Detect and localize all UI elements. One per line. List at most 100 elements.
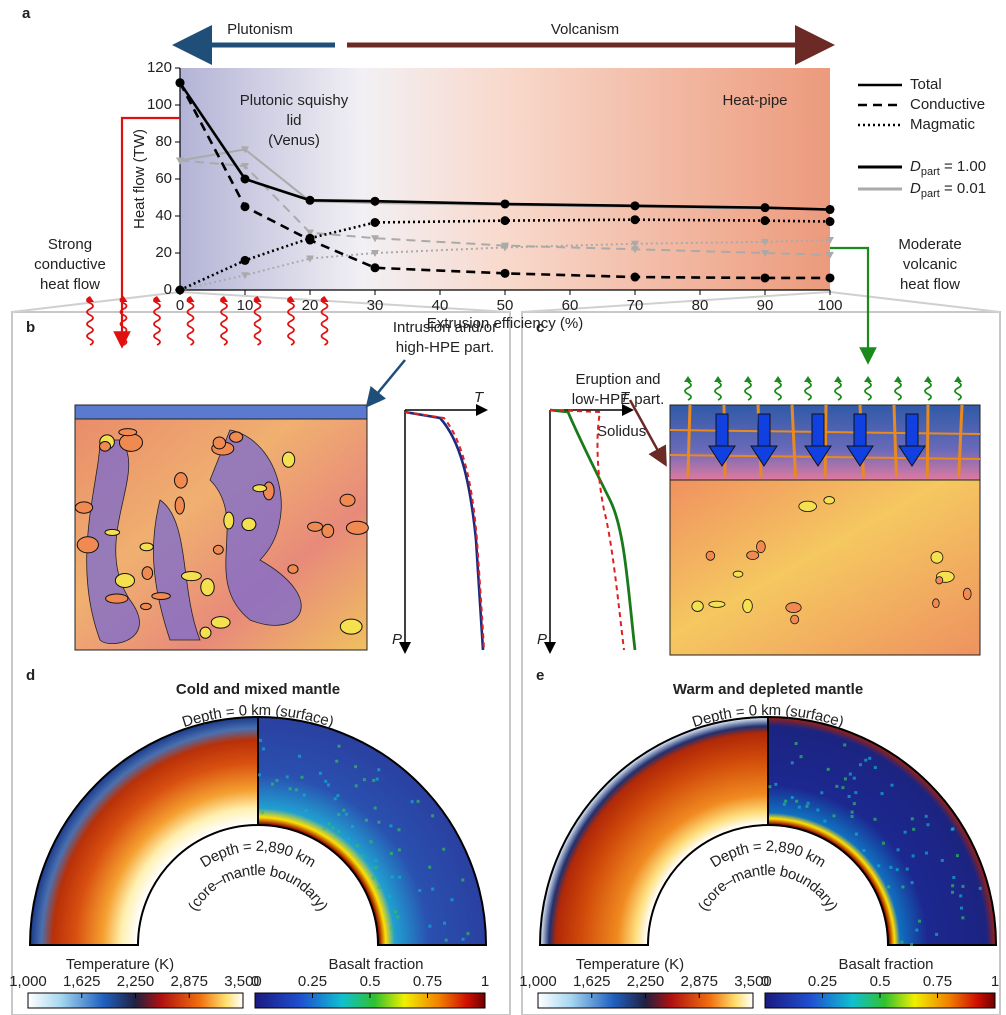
- legend-value: = 0.01: [940, 180, 986, 197]
- basalt-speckle: [428, 866, 431, 869]
- profile-curve: [405, 412, 483, 650]
- zoom-line: [830, 292, 1000, 312]
- annotation: Moderate: [898, 236, 961, 253]
- basalt-speckle: [411, 800, 414, 803]
- basalt-speckle: [390, 927, 393, 930]
- basalt-speckle: [912, 854, 915, 857]
- point: [501, 199, 510, 208]
- y-axis-title: Heat flow (TW): [131, 129, 148, 229]
- basalt-speckle: [361, 855, 364, 858]
- mantle-blob: [931, 552, 943, 564]
- colorbar-tick-label: 0: [761, 973, 769, 990]
- basalt-speckle: [391, 876, 394, 879]
- heat-arrow: [865, 382, 871, 400]
- heat-arrow: [288, 297, 294, 345]
- basalt-speckle: [900, 941, 903, 944]
- basalt-speckle: [816, 808, 819, 811]
- x-tick-label: 30: [367, 297, 384, 314]
- mantle-blob: [224, 512, 234, 529]
- basalt-speckle: [396, 915, 399, 918]
- basalt-speckle: [881, 792, 884, 795]
- heat-arrow: [925, 382, 931, 400]
- basalt-speckle: [853, 802, 856, 805]
- legend-symbol: D: [910, 158, 921, 175]
- basalt-speckle: [369, 840, 372, 843]
- colorbar-tick-label: 2,250: [117, 973, 155, 990]
- basalt-speckle: [259, 739, 262, 742]
- legend-value: = 1.00: [940, 158, 986, 175]
- mantle-blob: [757, 541, 766, 553]
- mantle-section: [670, 478, 980, 655]
- basalt-speckle: [377, 821, 380, 824]
- mantle-blob: [119, 434, 142, 452]
- basalt-speckle: [823, 820, 826, 823]
- basalt-speckle: [428, 925, 431, 928]
- page: {"chart_data": { "type": "line", "panel_…: [0, 0, 1006, 1015]
- x-tick-label: 70: [627, 297, 644, 314]
- x-tick-label: 20: [302, 297, 319, 314]
- x-tick-label: 100: [817, 297, 842, 314]
- basalt-speckle: [959, 894, 962, 897]
- panel-label: d: [26, 667, 35, 684]
- basalt-speckle: [951, 884, 954, 887]
- annotation: Volcanism: [551, 21, 619, 38]
- mantle-blob: [692, 601, 703, 611]
- mantle-blob: [140, 543, 153, 551]
- basalt-speckle: [951, 828, 954, 831]
- basalt-speckle: [300, 776, 303, 779]
- axis-label: P: [537, 631, 547, 648]
- basalt-speckle: [800, 755, 803, 758]
- x-tick-label: 10: [237, 297, 254, 314]
- basalt-speckle: [461, 878, 464, 881]
- annotation: Eruption and: [575, 371, 660, 388]
- basalt-speckle: [327, 822, 330, 825]
- annotation: low-HPE part.: [572, 391, 665, 408]
- basalt-speckle: [337, 830, 340, 833]
- colorbar-tick-label: 1,625: [573, 973, 611, 990]
- basalt-speckle: [851, 811, 854, 814]
- basalt-speckle: [331, 827, 334, 830]
- basalt-speckle: [377, 886, 380, 889]
- basalt-speckle: [925, 852, 928, 855]
- point: [241, 256, 250, 265]
- downwelling-arrow: [812, 414, 824, 446]
- point: [501, 216, 510, 225]
- panel-title: Warm and depleted mantle: [673, 681, 863, 698]
- mantle-blob: [791, 615, 799, 624]
- legend-label: Conductive: [910, 96, 985, 113]
- basalt-speckle: [365, 819, 368, 822]
- mantle-blob: [141, 603, 152, 609]
- basalt-speckle: [791, 761, 794, 764]
- basalt-speckle: [820, 791, 823, 794]
- annotation: Plutonic squishy: [240, 92, 349, 109]
- basalt-speckle: [868, 757, 871, 760]
- basalt-speckle: [979, 887, 982, 890]
- basalt-speckle: [356, 845, 359, 848]
- legend-label: Dpart = 0.01: [910, 180, 986, 200]
- basalt-speckle: [889, 866, 892, 869]
- mantle-blob: [706, 551, 715, 560]
- basalt-speckle: [337, 813, 340, 816]
- colorbar-title: Temperature (K): [66, 956, 174, 973]
- basalt-speckle: [844, 777, 847, 780]
- basalt-speckle: [398, 848, 401, 851]
- mantle-blob: [201, 579, 214, 596]
- mantle-blob: [963, 588, 971, 599]
- mantle-blob: [175, 497, 184, 514]
- colorbar-title: Basalt fraction: [328, 956, 423, 973]
- heat-arrow-head: [954, 376, 962, 382]
- mantle-blob: [322, 524, 334, 537]
- annotation: Heat-pipe: [722, 92, 787, 109]
- mantle-blob: [119, 429, 137, 436]
- basalt-speckle: [445, 939, 448, 942]
- basalt-speckle: [935, 933, 938, 936]
- mantle-blob: [799, 501, 817, 511]
- basalt-speckle: [859, 763, 862, 766]
- basalt-speckle: [351, 825, 354, 828]
- solidus-curve: [405, 412, 484, 650]
- y-tick-label: 40: [155, 207, 172, 224]
- basalt-speckle: [337, 745, 340, 748]
- mantle-blob: [747, 551, 759, 560]
- point: [371, 218, 380, 227]
- basalt-speckle: [319, 772, 322, 775]
